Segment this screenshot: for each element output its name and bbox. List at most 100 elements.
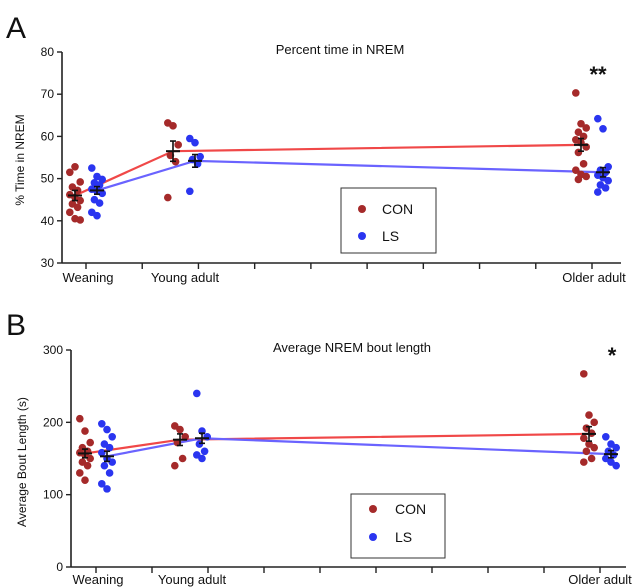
legend-swatch-b-con xyxy=(369,505,377,513)
data-point-a-ls-0-0 xyxy=(88,164,96,172)
data-point-b-ls-0-7 xyxy=(108,458,116,466)
data-point-b-con-1-1 xyxy=(176,425,184,434)
y-tick-label-b-2: 200 xyxy=(43,415,63,429)
data-point-b-con-2-0 xyxy=(580,370,588,378)
x-tick-label-a-young-adult: Young adult xyxy=(151,270,220,285)
data-points-a xyxy=(66,89,612,224)
data-point-b-ls-2-2 xyxy=(612,443,620,452)
data-point-b-con-0-7 xyxy=(86,454,94,463)
data-point-a-con-0-12 xyxy=(76,216,84,224)
data-point-b-con-2-7 xyxy=(590,443,598,452)
y-tick-label-a-0: 30 xyxy=(41,256,55,270)
legend-box-b xyxy=(350,493,446,559)
data-point-a-ls-1-5 xyxy=(186,187,194,196)
mean-line-b-ls xyxy=(106,437,612,458)
data-point-a-con-2-1 xyxy=(577,119,585,128)
significance-marker-b: * xyxy=(608,343,617,368)
data-point-a-ls-1-1 xyxy=(191,138,199,147)
data-point-b-ls-1-0 xyxy=(193,389,201,398)
data-point-b-ls-0-1 xyxy=(103,425,111,434)
data-point-b-ls-0-4 xyxy=(105,443,114,452)
data-point-b-ls-0-11 xyxy=(103,485,111,493)
legend-label-a-con: CON xyxy=(382,201,413,217)
y-axis-label-b: Average Bout Length (s) xyxy=(15,397,29,527)
y-axis-label-a: % Time in NREM xyxy=(13,114,27,205)
data-point-b-ls-1-4 xyxy=(200,447,209,456)
chart-title-a: Percent time in NREM xyxy=(276,42,405,57)
data-point-b-ls-0-5 xyxy=(98,448,106,457)
x-tick-label-a-older-adult: Older adult xyxy=(562,270,626,285)
x-tick-label-b-weaning: Weaning xyxy=(72,572,123,587)
data-point-a-con-0-1 xyxy=(71,162,79,171)
y-tick-label-a-4: 70 xyxy=(41,87,55,101)
x-ticks-b xyxy=(95,567,601,573)
significance-marker-a: ** xyxy=(589,62,607,87)
panel-label-a: A xyxy=(6,12,26,45)
y-tick-label-b-1: 100 xyxy=(43,488,63,502)
data-points-b xyxy=(76,370,620,493)
legend-label-b-ls: LS xyxy=(395,529,412,545)
data-point-b-ls-1-2 xyxy=(203,433,211,441)
data-point-a-con-0-0 xyxy=(66,168,74,177)
data-point-a-ls-1-0 xyxy=(186,134,194,143)
data-point-a-ls-1-2 xyxy=(196,152,204,161)
data-point-a-con-2-12 xyxy=(582,172,590,181)
legend-swatch-a-con xyxy=(358,205,366,213)
legend-box-a xyxy=(340,187,437,254)
data-point-a-con-2-0 xyxy=(572,89,580,97)
panel-label-b: B xyxy=(6,309,26,342)
mean-line-a-ls xyxy=(96,159,604,192)
legend-swatch-a-ls xyxy=(358,232,366,240)
data-point-a-con-0-9 xyxy=(73,203,82,212)
data-point-b-con-2-1 xyxy=(585,411,593,419)
data-point-b-con-0-10 xyxy=(76,469,84,477)
data-point-b-ls-2-7 xyxy=(612,461,620,470)
error-bars-b xyxy=(78,425,618,463)
y-tick-label-a-5: 80 xyxy=(41,45,55,59)
data-point-a-con-1-5 xyxy=(164,193,172,202)
panel-a: A Percent time in NREM % Time in NREM 30… xyxy=(6,12,626,285)
data-point-b-con-1-5 xyxy=(171,461,179,470)
y-tick-label-b-0: 0 xyxy=(56,560,63,574)
y-ticks-b: 0 100 200 300 xyxy=(43,343,71,574)
data-point-a-ls-2-10 xyxy=(594,188,602,196)
data-point-b-con-0-0 xyxy=(76,414,84,423)
y-tick-label-a-3: 60 xyxy=(41,129,55,143)
data-point-a-con-1-2 xyxy=(174,141,182,149)
data-point-b-con-0-9 xyxy=(83,461,92,470)
data-point-b-ls-0-10 xyxy=(98,480,106,488)
y-tick-label-b-3: 300 xyxy=(43,343,63,357)
y-tick-label-a-1: 40 xyxy=(41,214,55,228)
data-point-b-con-2-9 xyxy=(587,454,596,463)
data-point-b-con-2-10 xyxy=(580,458,588,466)
x-tick-label-b-young-adult: Young adult xyxy=(158,572,227,587)
data-point-a-ls-2-1 xyxy=(599,125,607,133)
data-point-a-con-2-10 xyxy=(572,166,580,174)
data-point-a-ls-2-0 xyxy=(594,114,602,123)
y-ticks-a: 30 40 50 60 70 80 xyxy=(41,45,62,270)
data-point-a-con-2-13 xyxy=(574,175,583,184)
data-point-a-ls-2-7 xyxy=(604,176,612,185)
data-point-b-ls-1-6 xyxy=(198,454,206,463)
data-point-b-ls-0-0 xyxy=(98,419,106,428)
data-point-b-con-0-1 xyxy=(81,427,89,435)
chart-title-b: Average NREM bout length xyxy=(273,340,431,355)
data-point-a-con-2-9 xyxy=(579,160,588,168)
legend-b: CON LS xyxy=(350,493,446,559)
data-point-a-con-0-7 xyxy=(76,196,84,205)
data-point-a-con-0-2 xyxy=(76,178,84,186)
mean-lines-a xyxy=(74,143,604,197)
data-point-b-ls-0-8 xyxy=(100,461,109,470)
data-point-a-con-2-3 xyxy=(574,128,583,136)
data-point-a-ls-2-9 xyxy=(601,184,610,192)
data-point-b-ls-0-9 xyxy=(105,469,114,477)
data-point-b-con-0-11 xyxy=(81,476,89,485)
data-point-b-ls-2-0 xyxy=(602,433,610,441)
data-point-b-con-0-2 xyxy=(86,438,94,447)
x-ticks-a xyxy=(85,263,593,269)
data-point-b-con-2-2 xyxy=(590,418,598,427)
x-tick-label-b-older-adult: Older adult xyxy=(568,572,632,587)
data-point-a-con-0-10 xyxy=(66,208,74,217)
legend-label-b-con: CON xyxy=(395,501,426,517)
